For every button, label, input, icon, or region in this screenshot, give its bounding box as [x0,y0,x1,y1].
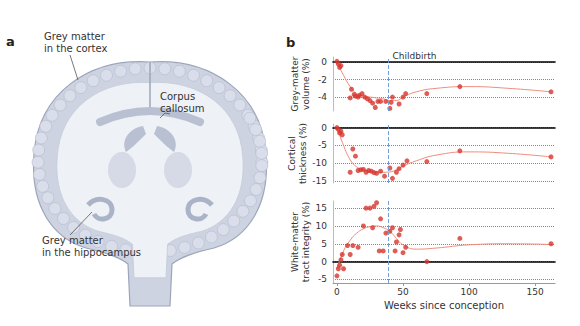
svg-text:100: 100 [461,287,478,297]
svg-text:White-matter: White-matter [290,212,300,272]
svg-text:0: 0 [321,57,327,67]
svg-text:a: a [6,34,15,49]
svg-text:b: b [286,35,295,50]
svg-text:50: 50 [397,287,409,297]
svg-text:-5: -5 [318,140,327,150]
svg-text:Grey-matter: Grey-matter [290,56,300,111]
svg-text:Grey matter: Grey matter [42,235,104,246]
svg-text:-2: -2 [318,75,327,85]
svg-text:in the cortex: in the cortex [44,43,108,54]
svg-text:Grey matter: Grey matter [44,31,106,42]
svg-text:tract integrity (%): tract integrity (%) [301,202,311,283]
svg-text:Cortical: Cortical [287,136,297,170]
svg-text:Weeks since conception: Weeks since conception [384,300,504,311]
svg-text:thickness (%): thickness (%) [298,123,308,184]
svg-text:in the hippocampus: in the hippocampus [42,247,141,258]
svg-text:0: 0 [334,287,340,297]
svg-text:0: 0 [321,257,327,267]
svg-text:0: 0 [321,123,327,133]
svg-text:volume (%): volume (%) [301,58,311,110]
svg-text:10: 10 [316,221,328,231]
svg-text:callosum: callosum [160,103,205,114]
svg-text:Corpus: Corpus [160,91,195,102]
svg-text:150: 150 [527,287,544,297]
svg-text:Childbirth: Childbirth [393,51,437,61]
svg-text:-10: -10 [312,158,327,168]
svg-text:-15: -15 [312,176,327,186]
svg-text:15: 15 [316,203,327,213]
svg-text:-5: -5 [318,274,327,284]
svg-text:-4: -4 [318,92,327,102]
svg-text:5: 5 [321,239,327,249]
